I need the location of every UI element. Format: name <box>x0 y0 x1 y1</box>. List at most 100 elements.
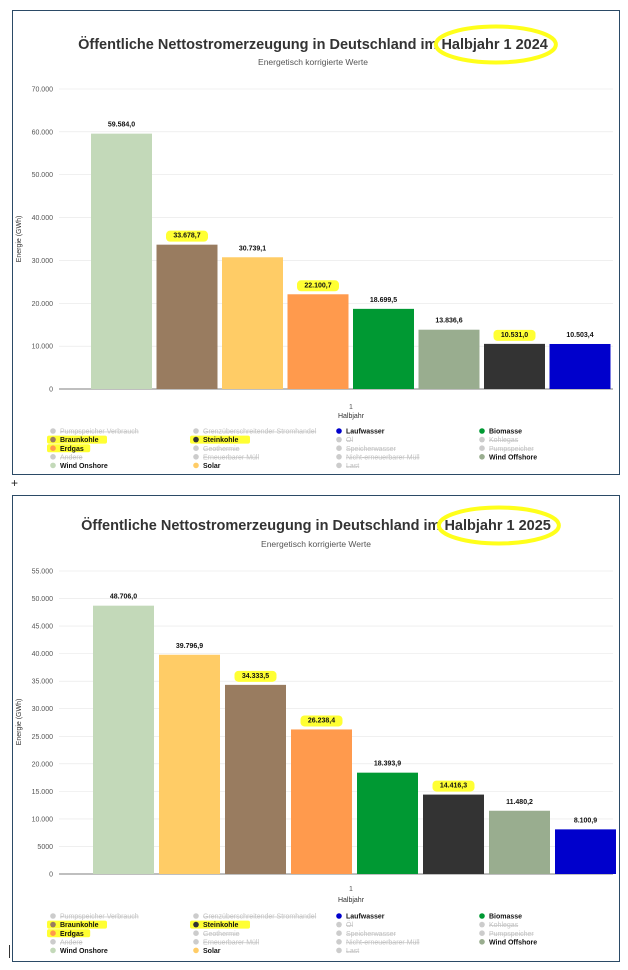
legend-marker <box>50 454 56 460</box>
y-tick-label: 35.000 <box>32 679 54 686</box>
legend-marker <box>50 428 56 434</box>
legend-item-label: Wind Onshore <box>60 463 108 470</box>
y-tick-label: 20.000 <box>32 301 54 308</box>
y-tick-label: 0 <box>49 387 53 394</box>
y-tick-label: 30.000 <box>32 258 54 265</box>
legend-item-label: Pumpspeicher Verbrauch <box>60 914 139 921</box>
legend-marker <box>50 921 56 928</box>
legend-item-label: Laufwasser <box>346 914 385 921</box>
bar <box>291 729 352 874</box>
bar <box>222 257 283 389</box>
chart-panel-2025: Öffentliche Nettostromerzeugung in Deuts… <box>12 495 620 962</box>
legend-item-label: Andere <box>60 454 83 461</box>
chart-2024: Öffentliche Nettostromerzeugung in Deuts… <box>16 24 613 470</box>
legend-item-label: Wind Offshore <box>489 939 537 946</box>
y-tick-label: 40.000 <box>32 215 54 222</box>
legend-marker <box>336 947 342 954</box>
y-tick-label: 40.000 <box>32 651 54 658</box>
value-highlight-marker <box>300 715 343 727</box>
y-tick-label: 5000 <box>37 844 53 851</box>
bar <box>484 343 545 389</box>
bar-value-label: 18.393,9 <box>374 761 401 768</box>
legend-marker <box>193 436 199 443</box>
legend-item-label: Pumpspeicher <box>489 931 534 938</box>
legend-marker <box>336 445 342 452</box>
legend-marker <box>50 930 56 936</box>
legend-marker <box>479 921 485 928</box>
bar-value-label: 18.699,5 <box>370 297 397 304</box>
legend-item-label: Laufwasser <box>346 429 385 436</box>
legend-marker <box>50 939 56 945</box>
legend-marker <box>193 462 199 469</box>
chart-title: Öffentliche Nettostromerzeugung in Deuts… <box>81 517 551 534</box>
legend-item-label: Braunkohle <box>60 437 99 444</box>
legend-item-label: Erdgas <box>60 931 84 938</box>
bar-value-label: 8.100,9 <box>574 817 597 824</box>
y-tick-label: 50.000 <box>32 596 54 603</box>
bar-value-label: 30.739,1 <box>239 245 266 252</box>
legend-marker <box>193 921 199 928</box>
y-tick-label: 30.000 <box>32 706 54 713</box>
legend-item-label: Andere <box>60 939 83 946</box>
y-tick-label: 55.000 <box>32 569 54 576</box>
bar-value-label: 34.333,5 <box>242 673 269 680</box>
legend-item-label: Last <box>346 463 359 470</box>
legend-marker <box>336 939 342 945</box>
y-tick-label: 50.000 <box>32 172 54 179</box>
bar <box>418 329 480 389</box>
legend-item-label: Grenzüberschreitender Stromhandel <box>203 914 317 921</box>
legend-item-label: Erneuerbarer Müll <box>203 939 259 946</box>
legend-marker <box>479 436 485 443</box>
y-tick-label: 15.000 <box>32 789 54 796</box>
value-highlight-marker <box>166 230 208 242</box>
x-tick-label: 1 <box>349 404 353 411</box>
bar <box>93 605 154 874</box>
legend-item-label: Öl <box>346 921 353 929</box>
legend-item-label: Solar <box>203 463 221 470</box>
legend-marker <box>193 454 199 460</box>
legend-marker <box>479 428 485 434</box>
legend-marker <box>336 913 342 919</box>
legend-marker <box>336 462 342 469</box>
legend-marker <box>336 454 342 460</box>
legend-item-label: Steinkohle <box>203 922 239 929</box>
bar-value-label: 39.796,9 <box>176 643 203 650</box>
bar <box>353 308 414 389</box>
legend-marker <box>479 939 485 945</box>
legend-marker <box>479 454 485 460</box>
legend-item-label: Speicherwasser <box>346 446 396 453</box>
legend-marker <box>479 445 485 452</box>
legend-item-label: Grenzüberschreitender Stromhandel <box>203 429 317 436</box>
chart-title: Öffentliche Nettostromerzeugung in Deuts… <box>78 36 548 53</box>
year-highlight-marker <box>433 24 558 65</box>
text-cursor <box>9 945 10 958</box>
y-tick-label: 10.000 <box>32 816 54 823</box>
legend-item-label: Kohlegas <box>489 922 519 929</box>
legend-item-label: Wind Onshore <box>60 948 108 955</box>
bar <box>357 772 418 874</box>
legend-item-label: Biomasse <box>489 429 522 436</box>
legend-item-label: Öl <box>346 436 353 444</box>
bar-value-label: 26.238,4 <box>308 717 335 724</box>
legend-item-label: Geothermie <box>203 446 240 453</box>
legend-item-label: Nicht-erneuerbarer Müll <box>346 454 420 461</box>
legend-item-label: Last <box>346 948 359 955</box>
legend-item-label: Kohlegas <box>489 437 519 444</box>
legend-marker <box>193 930 199 936</box>
bar <box>91 133 152 389</box>
legend-item-label: Steinkohle <box>203 437 239 444</box>
legend-marker <box>479 913 485 919</box>
legend-item-label: Biomasse <box>489 914 522 921</box>
bar-value-label: 22.100,7 <box>304 282 331 289</box>
legend-highlight-marker <box>190 435 250 444</box>
y-tick-label: 10.000 <box>32 344 54 351</box>
legend-marker <box>336 930 342 936</box>
legend-highlight-marker <box>47 920 107 929</box>
bar-value-label: 33.678,7 <box>173 233 200 240</box>
chart-subtitle: Energetisch korrigierte Werte <box>258 57 368 67</box>
bar <box>225 684 286 874</box>
value-highlight-marker <box>432 780 475 792</box>
legend-highlight-marker <box>47 444 91 453</box>
legend-highlight-marker <box>47 435 107 444</box>
value-highlight-marker <box>234 670 277 682</box>
